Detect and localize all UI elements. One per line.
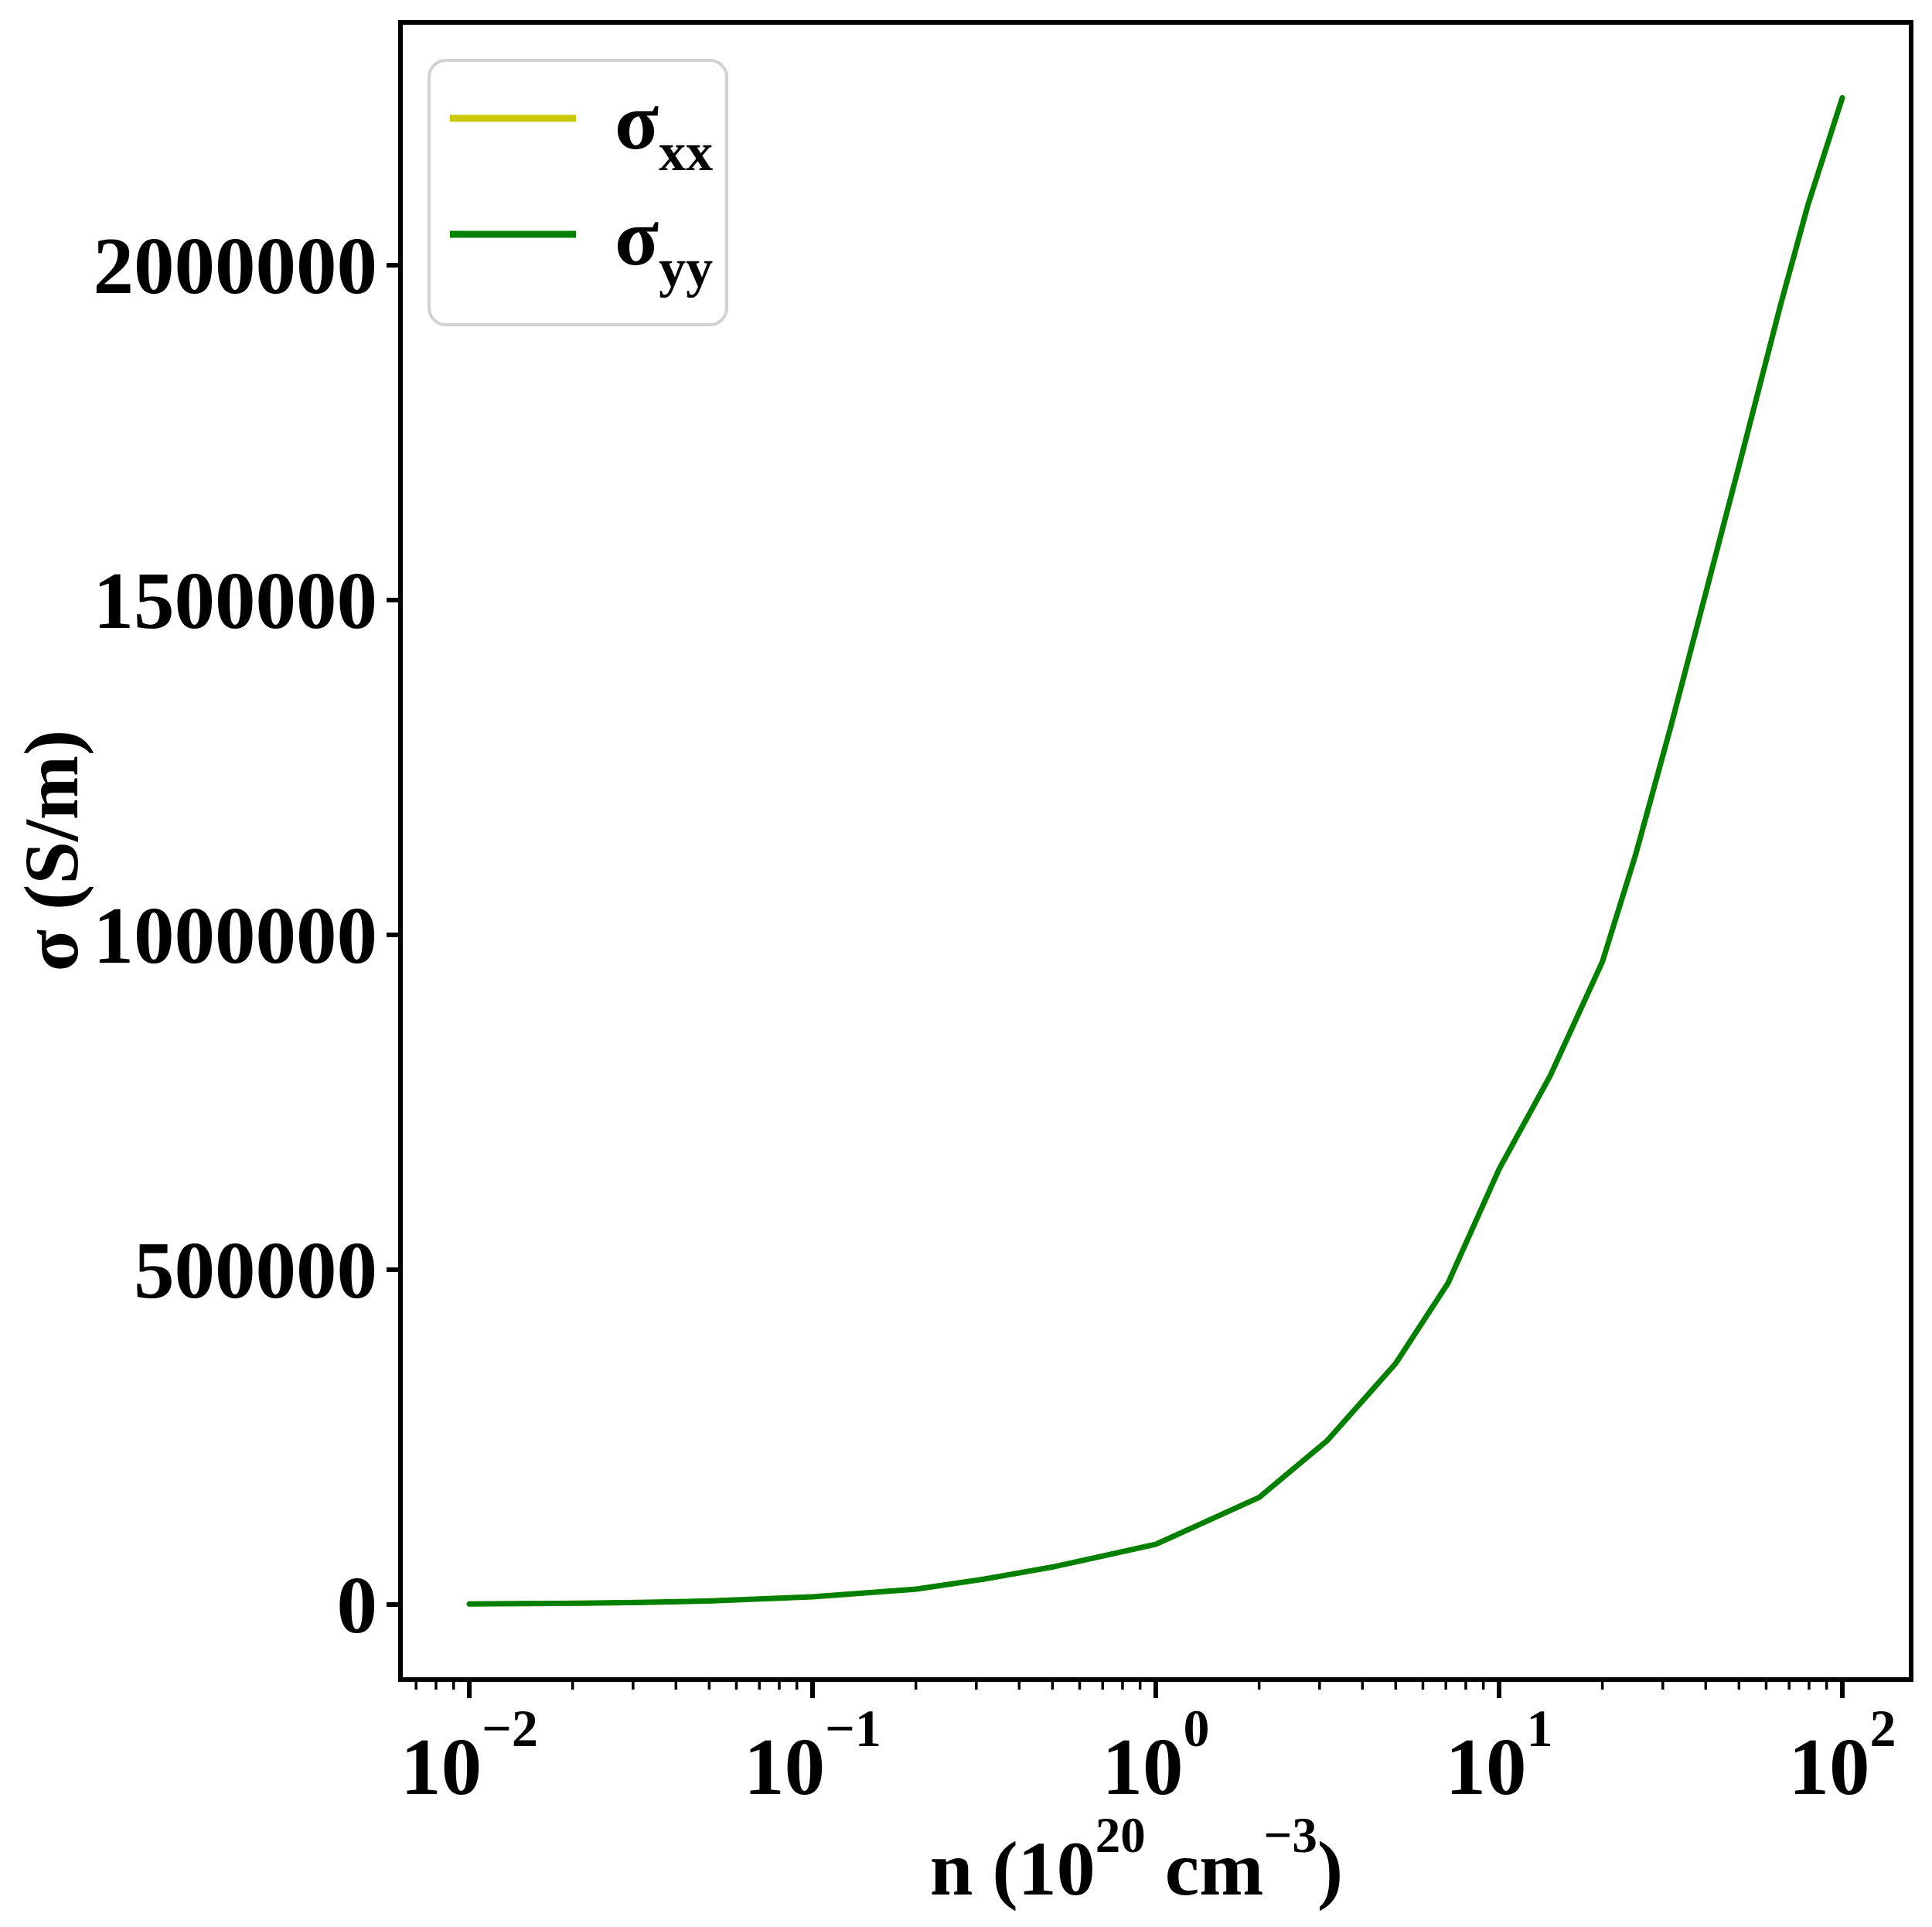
x-axis-label-superscript: 20 — [1095, 1808, 1146, 1864]
legend: σxx σyy — [428, 59, 728, 326]
x-tick-exponent: 1 — [1527, 1699, 1553, 1758]
x-tick-exponent: −2 — [482, 1699, 538, 1758]
x-axis-tick-labels: 10−2 10−1 100 101 102 — [400, 1699, 1896, 1812]
x-tick-exponent: −1 — [825, 1699, 881, 1758]
legend-label-sigma-xx: σxx — [615, 76, 713, 182]
x-axis-label-part: n (10 — [930, 1826, 1095, 1912]
legend-label-subscript: yy — [659, 239, 713, 298]
y-tick-label: 2000000 — [94, 220, 378, 311]
legend-box — [428, 59, 728, 326]
x-axis-label: n (1020 cm−3) — [930, 1808, 1343, 1912]
x-axis-label-part: cm — [1146, 1826, 1264, 1912]
y-tick-label: 0 — [337, 1560, 378, 1650]
x-tick-label: 10−2 — [400, 1699, 538, 1812]
x-tick-base: 10 — [1102, 1721, 1184, 1812]
x-tick-base: 10 — [744, 1721, 825, 1812]
x-tick-exponent: 0 — [1184, 1699, 1210, 1758]
legend-label-base: σ — [615, 192, 659, 282]
y-tick-label: 500000 — [134, 1225, 377, 1315]
legend-label-sigma-yy: σyy — [615, 192, 713, 298]
x-tick-label: 100 — [1102, 1699, 1210, 1812]
y-axis-major-ticks — [387, 263, 400, 1607]
x-tick-exponent: 2 — [1870, 1699, 1896, 1758]
x-axis-minor-ticks — [414, 1680, 1828, 1690]
y-tick-label: 1500000 — [94, 555, 378, 646]
legend-label-base: σ — [615, 76, 659, 166]
x-axis-label-superscript: −3 — [1263, 1808, 1317, 1864]
x-tick-label: 101 — [1446, 1699, 1553, 1812]
series-line-sigma-yy — [466, 95, 1845, 1607]
x-tick-label: 10−1 — [744, 1699, 881, 1812]
x-axis-label-part: ) — [1317, 1826, 1343, 1912]
x-tick-base: 10 — [1789, 1721, 1870, 1812]
y-tick-label: 1000000 — [94, 890, 378, 981]
y-axis-tick-labels: 0 500000 1000000 1500000 2000000 — [94, 220, 378, 1650]
legend-label-subscript: xx — [659, 123, 713, 182]
x-tick-base: 10 — [1446, 1721, 1527, 1812]
x-tick-base: 10 — [400, 1721, 482, 1812]
x-tick-label: 102 — [1789, 1699, 1896, 1812]
y-axis-label: σ (S/m) — [9, 730, 94, 972]
x-axis-major-ticks — [467, 1680, 1845, 1698]
